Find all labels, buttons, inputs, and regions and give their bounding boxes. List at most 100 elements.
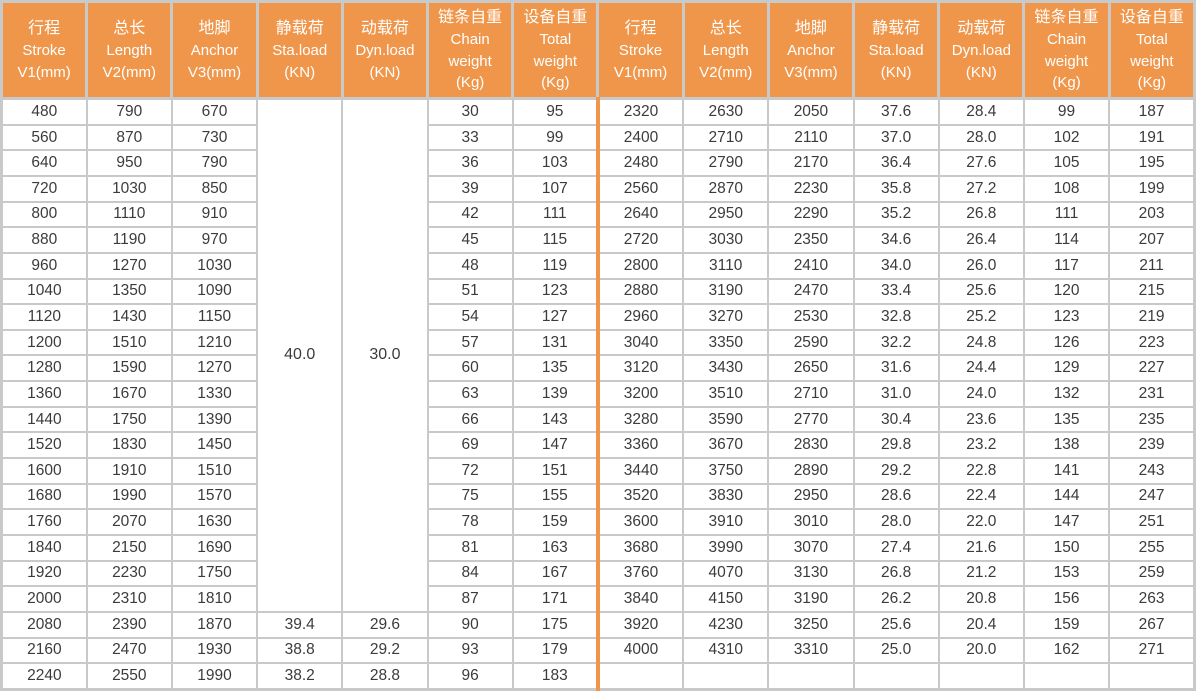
cell-sta-load: 32.8: [852, 303, 940, 331]
column-header-line: weight: [1130, 52, 1174, 70]
table-row: 1280 1590 1270 60 135 3120 3430 2650 31.6 24.4 129…: [0, 354, 1196, 383]
cell-total-weight: 139: [511, 380, 599, 408]
cell-anchor: 2110: [767, 123, 855, 152]
cell-length: 3990: [682, 533, 770, 562]
cell-anchor: 2710: [767, 380, 855, 408]
cell-total-weight: 259: [1108, 559, 1196, 588]
cell-dyn-load: 22.0: [937, 508, 1025, 536]
cell-dyn-load: 26.8: [937, 200, 1025, 229]
cell-length: 1350: [85, 277, 173, 306]
column-header-line: (KN): [965, 63, 997, 81]
cell-stroke: 1280: [0, 354, 88, 383]
cell-anchor: 1210: [170, 328, 259, 357]
column-header-line: V3(mm): [784, 63, 838, 81]
column-header-line: weight: [1044, 52, 1089, 70]
cell-length: 790: [85, 97, 173, 126]
cell-anchor: 2470: [767, 277, 855, 306]
cell-stroke: 1440: [0, 405, 88, 434]
cell-dyn-load: 22.4: [937, 482, 1025, 511]
cell-dyn-load: 27.6: [937, 149, 1025, 177]
cell-stroke: 1600: [0, 457, 88, 485]
cell-dyn-load: 24.4: [937, 354, 1025, 383]
cell-chain-weight: 159: [1022, 610, 1111, 639]
table-row: 1920 2230 1750 84 167 3760 4070 3130 26.8 21.2 153…: [0, 559, 1196, 588]
cell-stroke: 3360: [595, 431, 685, 460]
column-header-line: (KN): [284, 63, 316, 81]
cell-length: 3350: [682, 328, 770, 357]
cell-chain-weight: 108: [1022, 174, 1111, 203]
cell-length: 4310: [682, 636, 770, 665]
cell-length: 4070: [682, 559, 770, 588]
cell-sta-load: 25.0: [852, 636, 940, 665]
cell-chain-weight: [1022, 662, 1111, 691]
cell-sta-load: 36.4: [852, 149, 940, 177]
column-header-line: 总长: [709, 19, 742, 37]
cell-stroke: 960: [0, 251, 88, 280]
column-header-stroke-right: 行程 Stroke V1(mm): [596, 0, 685, 100]
cell-stroke: 3120: [595, 354, 685, 383]
column-header-line: V1(mm): [17, 63, 71, 81]
cell-dyn-load: 28.0: [937, 123, 1025, 152]
cell-stroke: 3520: [595, 482, 685, 511]
table-row: 1760 2070 1630 78 159 3600 3910 3010 28.0 22.0 147…: [0, 508, 1196, 536]
cell-chain-weight: 147: [1022, 508, 1111, 536]
cell-length: 1430: [85, 303, 173, 331]
cell-stroke: [595, 662, 685, 691]
cell-length: 3430: [682, 354, 770, 383]
cell-chain-weight: 63: [426, 380, 514, 408]
cell-chain-weight: 33: [426, 123, 514, 152]
header-row: 行程 Stroke V1(mm) 总长 Length V2(mm) 地脚 Anchor V3(m…: [0, 0, 1196, 100]
cell-total-weight: 267: [1108, 610, 1196, 639]
cell-stroke: 2320: [595, 97, 685, 126]
cell-chain-weight: 87: [426, 585, 514, 613]
cell-chain-weight: 84: [426, 559, 514, 588]
cell-anchor: 1270: [170, 354, 259, 383]
column-header-line: 动载荷: [957, 19, 1006, 37]
cell-anchor: 2350: [767, 226, 855, 254]
column-header-line: weight: [533, 52, 577, 70]
cell-stroke: 2160: [0, 636, 88, 665]
cell-sta-load: 30.4: [852, 405, 940, 434]
cell-sta-load: 35.8: [852, 174, 940, 203]
cell-anchor: 2590: [767, 328, 855, 357]
cell-total-weight: 239: [1108, 431, 1196, 460]
cell-stroke: 3920: [595, 610, 685, 639]
cell-stroke: 2400: [595, 123, 685, 152]
cell-anchor: 1450: [170, 431, 259, 460]
table-row: 640 950 790 36 103 2480 2790 2170 36.4 27.6 105 195: [0, 149, 1196, 177]
cell-anchor: 1570: [170, 482, 259, 511]
cell-anchor: 1390: [170, 405, 259, 434]
cell-length: 2070: [85, 508, 173, 536]
cell-stroke: 1040: [0, 277, 88, 306]
cell-dyn-load: 28.4: [937, 97, 1025, 126]
table-row: 800 1110 910 42 111 2640 2950 2290 35.2 26.8 111 20…: [0, 200, 1196, 229]
cell-anchor: 3010: [767, 508, 855, 536]
cell-total-weight: 255: [1108, 533, 1196, 562]
cell-dyn-load: 24.8: [937, 328, 1025, 357]
cell-dyn-load: 25.2: [937, 303, 1025, 331]
cell-total-weight: 103: [511, 149, 599, 177]
cell-length: 1110: [85, 200, 173, 229]
column-header-line: (KN): [369, 63, 401, 81]
cell-chain-weight: 51: [426, 277, 514, 306]
cell-sta-load: 31.0: [852, 380, 940, 408]
cell-chain-weight: 150: [1022, 533, 1111, 562]
cell-total-weight: 143: [511, 405, 599, 434]
table-row: 1680 1990 1570 75 155 3520 3830 2950 28.6 22.4 144…: [0, 482, 1196, 511]
cell-length: 1510: [85, 328, 173, 357]
cell-anchor: 1750: [170, 559, 259, 588]
table-row: 1040 1350 1090 51 123 2880 3190 2470 33.4 25.6 120…: [0, 277, 1196, 306]
cell-length: 2630: [682, 97, 770, 126]
cell-anchor: 3250: [767, 610, 855, 639]
cell-sta-load: 37.0: [852, 123, 940, 152]
cell-anchor: 1870: [170, 610, 259, 639]
cell-total-weight: 159: [511, 508, 599, 536]
cell-chain-weight: 45: [426, 226, 514, 254]
column-header-line: V2(mm): [699, 63, 753, 81]
column-header-chain-weight-right: 链条自重 Chain weight (Kg): [1022, 0, 1111, 100]
cell-total-weight: 111: [511, 200, 599, 229]
cell-stroke: 2880: [595, 277, 685, 306]
cell-stroke: 480: [0, 97, 88, 126]
cell-chain-weight: 96: [426, 662, 514, 691]
